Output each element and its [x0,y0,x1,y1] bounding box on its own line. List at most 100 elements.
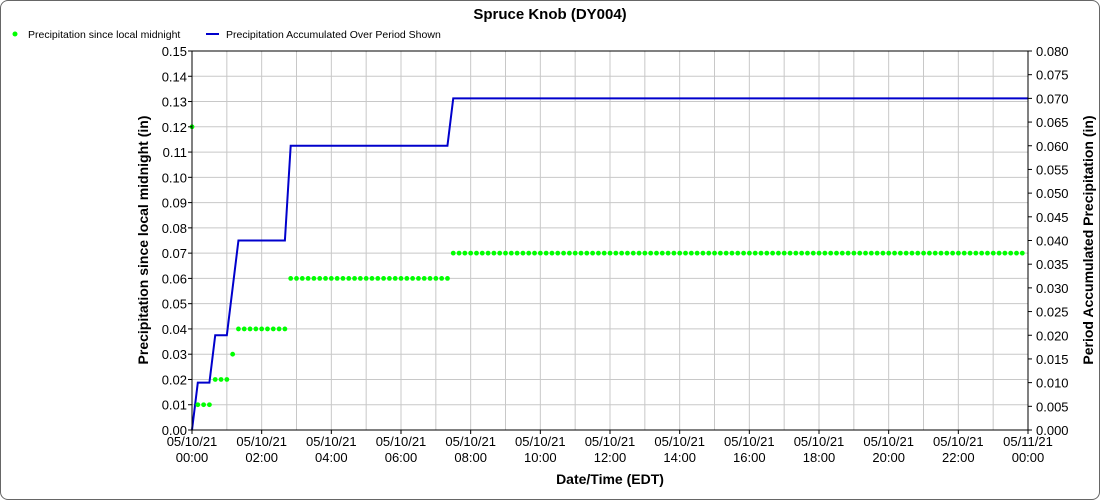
left-tick-label: 0.03 [162,347,187,362]
x-tick-label-time: 08:00 [454,450,487,465]
scatter-point [1019,250,1025,256]
x-tick-label-date: 05/11/21 [1003,434,1053,449]
x-tick-label-time: 10:00 [524,450,557,465]
x-tick-label-time: 16:00 [733,450,766,465]
scatter-point [857,250,863,256]
scatter-point [1002,250,1008,256]
scatter-point [834,250,839,256]
scatter-point [764,250,770,256]
scatter-point [828,250,834,256]
scatter-point [369,276,375,281]
midnight-scatter-series [189,124,1025,408]
scatter-point [294,276,299,281]
legend: Precipitation since local midnight Preci… [12,29,441,41]
scatter-point [909,250,915,256]
x-tick-label-time: 04:00 [315,450,348,465]
x-tick-label-date: 05/10/21 [167,434,218,449]
left-tick-label: 0.07 [162,246,187,261]
scatter-point [746,250,752,256]
scatter-point [375,276,381,281]
chart-title: Spruce Knob (DY004) [473,6,626,23]
scatter-point [363,276,369,281]
legend-label-scatter: Precipitation since local midnight [28,29,180,41]
scatter-point [421,276,427,281]
left-tick-label: 0.04 [162,322,187,337]
scatter-point [282,326,288,332]
scatter-point [979,250,985,256]
x-tick-label-time: 00:00 [176,450,209,465]
scatter-point [752,250,758,256]
scatter-point [741,250,746,256]
scatter-point [195,402,201,408]
scatter-point [410,276,416,281]
left-tick-label: 0.11 [163,145,187,160]
scatter-point [218,377,224,382]
right-tick-label: 0.005 [1036,399,1069,414]
scatter-point [892,250,897,256]
x-tick-label-date: 05/10/21 [376,434,427,449]
right-axis-ticks: 0.000 0.005 0.010 0.015 0.020 0.025 0.030 0.035… [1028,44,1069,438]
scatter-point [735,250,741,256]
scatter-point [654,250,659,256]
scatter-point [392,276,398,281]
scatter-point [450,250,456,256]
x-axis-ticks: 05/10/2100:0005/10/2102:0005/10/2104:000… [167,430,1053,465]
legend-label-line: Precipitation Accumulated Over Period Sh… [226,29,441,41]
right-tick-label: 0.020 [1036,328,1069,343]
scatter-point [328,276,334,281]
right-tick-label: 0.010 [1036,376,1069,391]
scatter-point [967,250,973,256]
scatter-point [613,250,619,256]
scatter-point [630,250,636,256]
scatter-point [816,250,822,256]
right-tick-label: 0.055 [1036,162,1069,177]
scatter-point [456,250,462,256]
left-tick-label: 0.00 [162,423,187,438]
x-tick-label-date: 05/10/21 [933,434,984,449]
scatter-point [212,377,218,382]
scatter-point [288,276,294,281]
scatter-point [659,250,665,256]
scatter-point [903,250,909,256]
scatter-point [357,276,363,281]
scatter-point [508,250,514,256]
x-tick-label-date: 05/10/21 [445,434,496,449]
scatter-point [770,250,776,256]
scatter-point [712,250,717,256]
scatter-point [514,250,520,256]
left-tick-label: 0.01 [162,398,187,413]
x-tick-label-time: 20:00 [872,450,905,465]
x-tick-label-time: 14:00 [663,450,696,465]
right-tick-label: 0.050 [1036,186,1069,201]
scatter-point [352,276,357,281]
scatter-point [387,276,392,281]
scatter-point [776,250,781,256]
scatter-point [270,326,276,332]
scatter-point [497,250,503,256]
right-tick-label: 0.035 [1036,257,1069,272]
scatter-point [340,276,346,281]
scatter-point [863,250,868,256]
scatter-point [1008,250,1014,256]
scatter-point [839,250,845,256]
legend-item-scatter: Precipitation since local midnight [12,29,180,41]
scatter-point [758,250,764,256]
scatter-point [537,250,543,256]
x-tick-label-date: 05/10/21 [863,434,914,449]
scatter-point [897,250,903,256]
legend-marker-scatter [12,31,18,37]
accumulated-line-series [191,97,1028,431]
x-tick-label-time: 06:00 [385,450,418,465]
scatter-point [886,250,892,256]
scatter-point [584,250,590,256]
left-tick-label: 0.10 [162,170,187,185]
right-tick-label: 0.045 [1036,210,1069,225]
scatter-point [990,250,996,256]
scatter-point [793,250,799,256]
scatter-point [822,250,828,256]
right-tick-label: 0.030 [1036,281,1069,296]
left-tick-label: 0.09 [162,196,187,211]
scatter-point [241,326,247,332]
left-tick-label: 0.14 [162,69,187,84]
